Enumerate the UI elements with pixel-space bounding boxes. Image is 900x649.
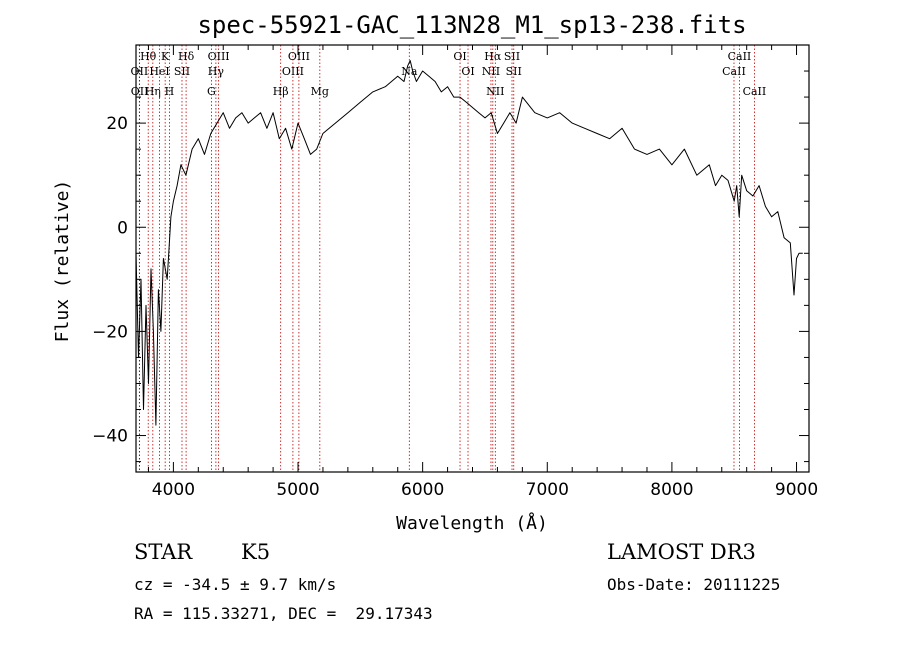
x-tick-label-5: 9000 [775,480,818,500]
y-tick-label-1: −20 [92,322,128,342]
obs-date: Obs-Date: 20111225 [607,575,781,594]
spectrum-series [135,60,803,426]
spectral-line-label-9: OIII [208,50,230,63]
axis-ticks: 4000 5000 6000 7000 8000 9000 −40 −20 0 20 [92,44,818,500]
plot-frame [135,44,810,473]
spectral-line-label-25: CaII [728,50,752,63]
object-subclass: K5 [241,540,271,564]
spectral-line-label-6: H [165,85,175,98]
spectral-line-label-21: NII [486,85,504,98]
spectrum-line-0 [135,60,803,426]
x-tick-label-1: 5000 [276,480,319,500]
redshift-cz: cz = -34.5 ± 9.7 km/s [134,575,337,594]
spectral-line-label-11: G [207,85,216,98]
coordinates: RA = 115.33271, DEC = 29.17343 [134,604,433,623]
spectral-line-label-3: Hη [145,85,161,98]
spectral-line-label-26: CaII [743,85,767,98]
spectral-line-label-14: OIII [288,50,310,63]
spectral-line-label-0: Hθ [140,50,157,63]
spectral-line-label-17: OI [453,50,466,63]
survey-label: LAMOST DR3 [607,540,756,564]
x-axis-label: Wavelength (Å) [396,512,548,534]
spectral-line-label-24: CaII [722,65,746,78]
spectral-line-label-5: K [161,50,170,63]
y-tick-label-2: 0 [117,218,128,238]
spectral-line-label-7: SII [174,65,190,78]
y-axis-label: Flux (relative) [52,180,73,343]
spectral-line-label-23: SII [506,65,522,78]
x-tick-label-0: 4000 [152,480,195,500]
spectral-line-label-19: NII [482,65,500,78]
spectral-line-label-16: Na [401,65,418,78]
x-tick-label-4: 8000 [650,480,693,500]
object-class: STAR [134,540,193,564]
spectral-line-label-13: OIII [282,65,304,78]
spectral-line-label-2: OII [131,85,149,98]
spectral-line-label-15: Mg [311,85,329,98]
spectral-line-label-18: OI [461,65,474,78]
x-tick-label-3: 7000 [526,480,569,500]
spectral-line-label-12: Hβ [273,85,289,98]
spectral-line-label-10: Hγ [208,65,225,78]
spectral-line-label-4: HeI [149,65,169,78]
x-tick-label-2: 6000 [401,480,444,500]
spectral-line-label-20: Hα [484,50,502,63]
spectral-line-label-22: SII [504,50,520,63]
spectral-line-markers: HθOIIOIIHηHeIKHSIIHδOIIIHγGHβOIIIOIIIMgN… [131,45,767,472]
y-tick-label-3: 20 [106,114,128,134]
spectral-line-label-8: Hδ [178,50,195,63]
y-tick-label-0: −40 [92,427,128,447]
chart-title: spec-55921-GAC_113N28_M1_sp13-238.fits [197,11,746,39]
